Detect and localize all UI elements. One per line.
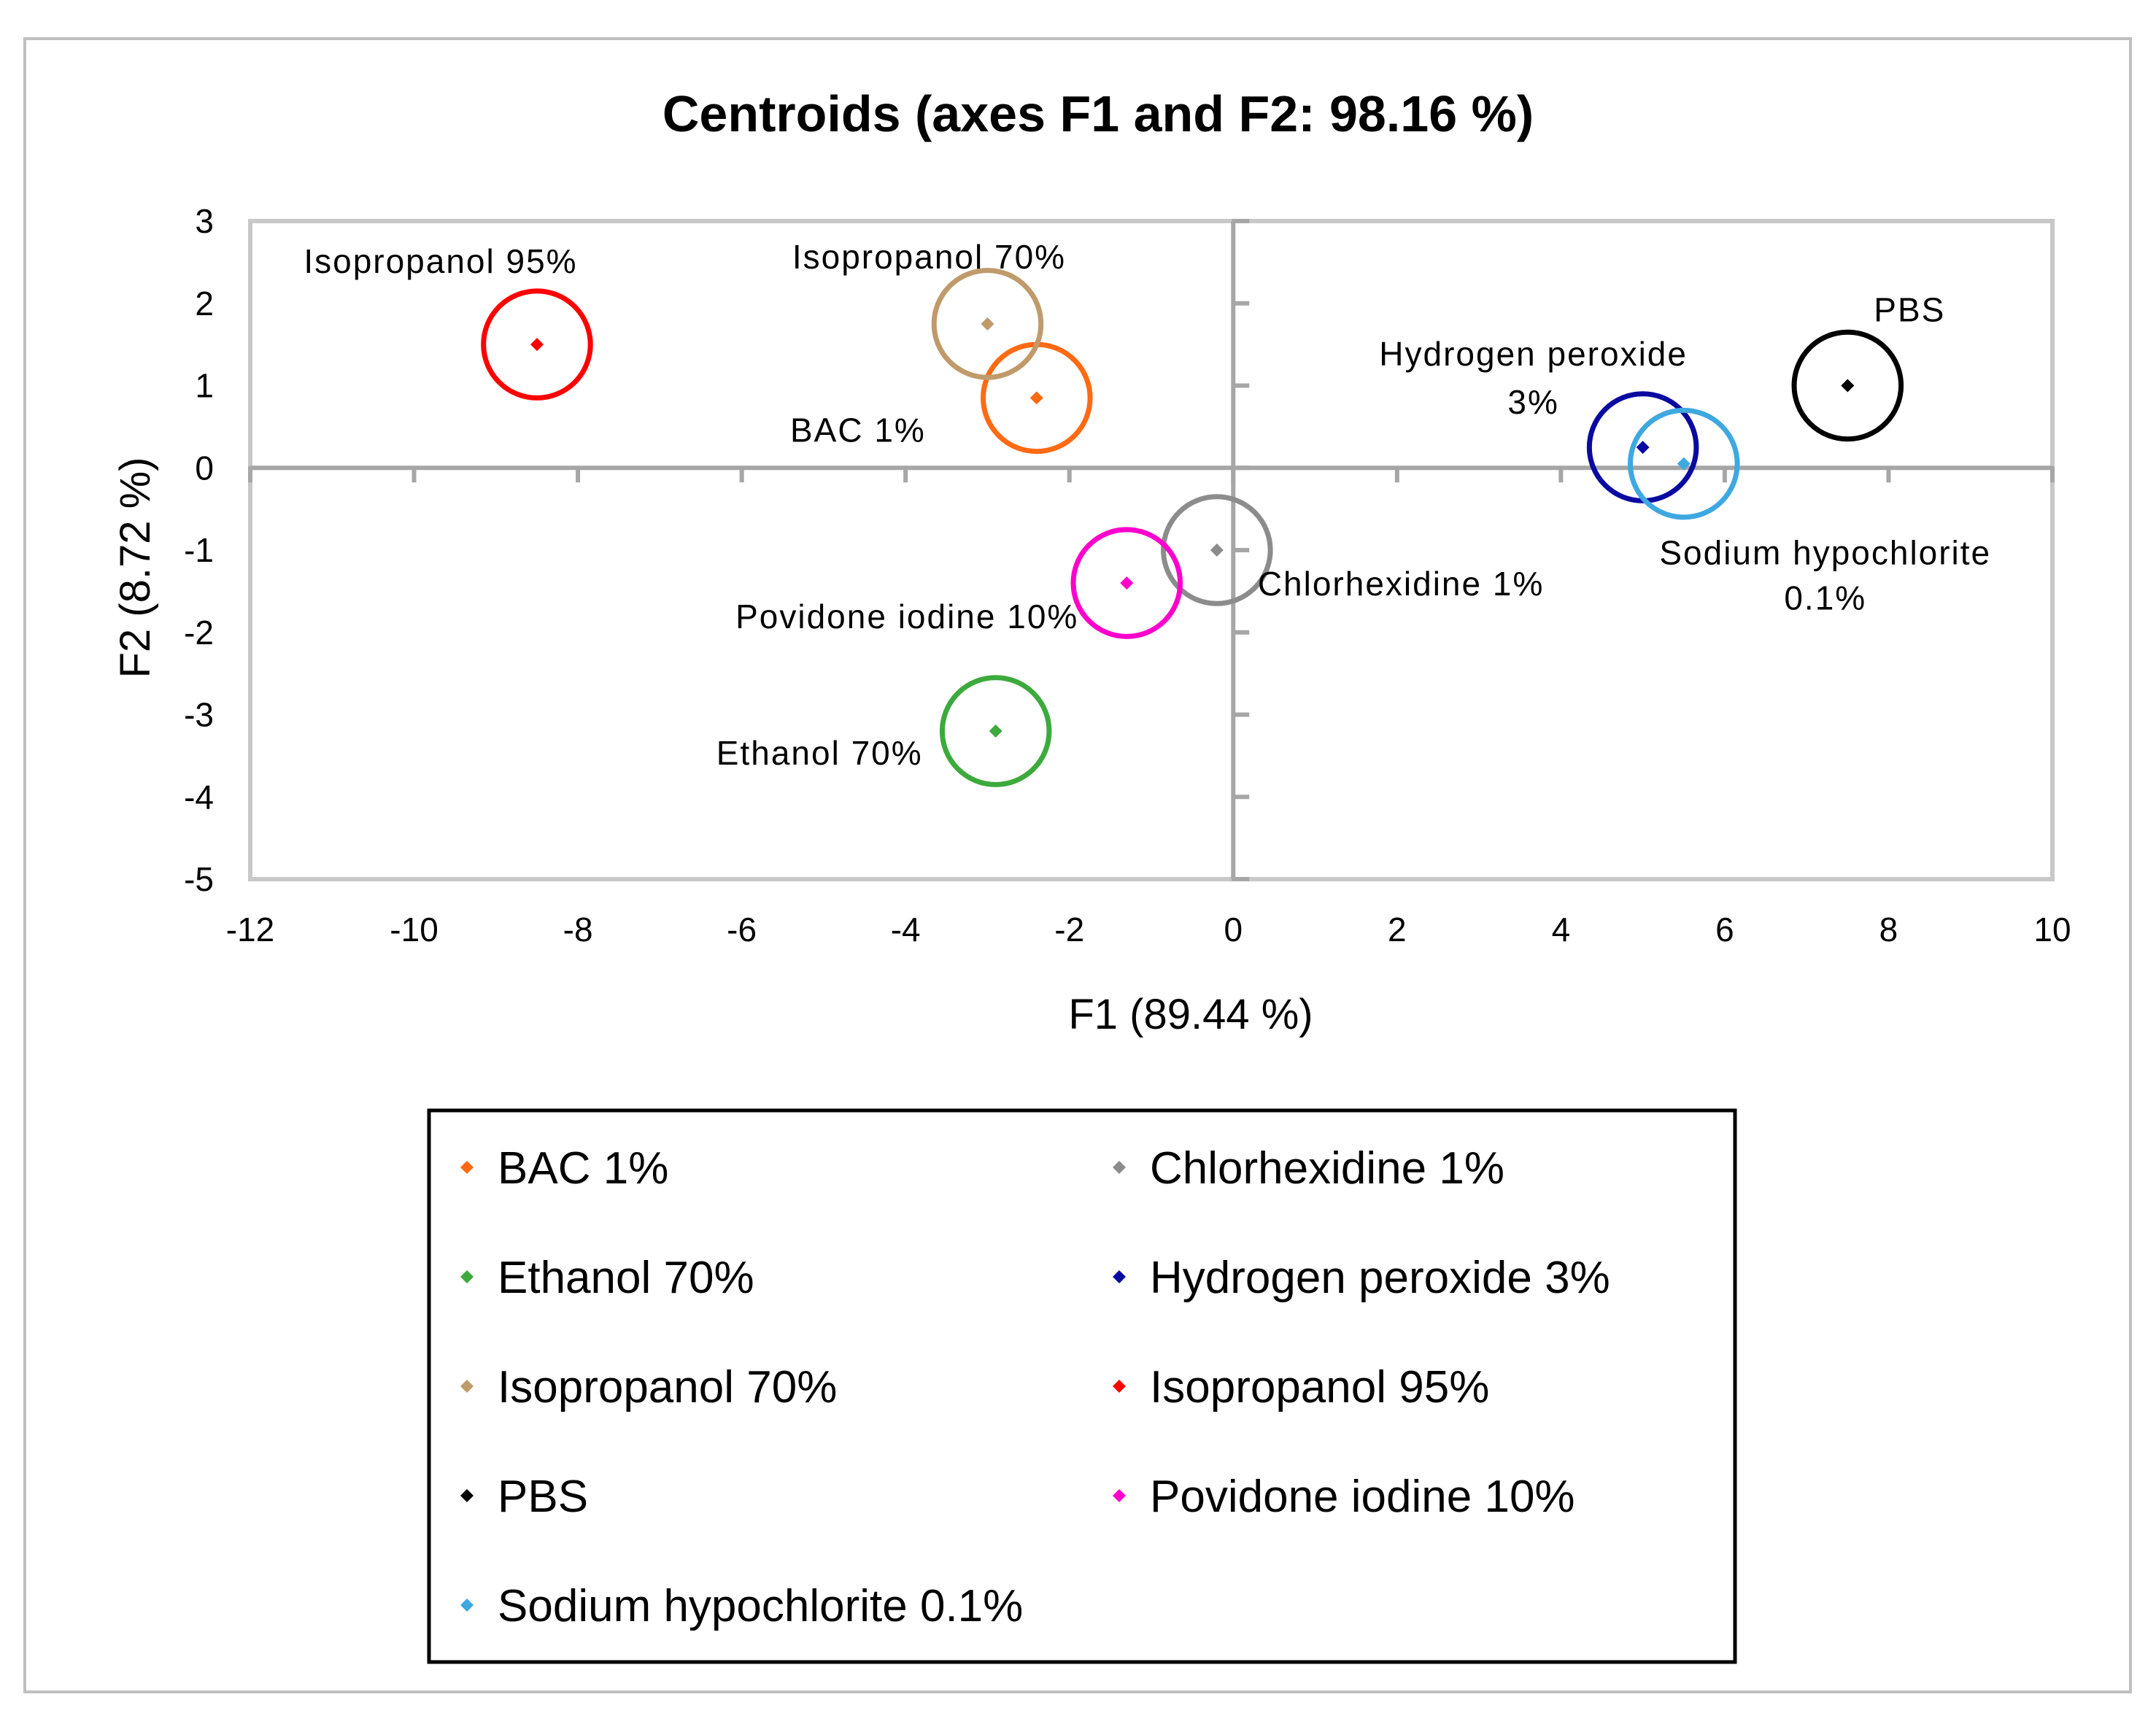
confidence-circle-pbs [1791, 329, 1904, 442]
legend-label-hydrogen-peroxide-3: Hydrogen peroxide 3% [1150, 1253, 1610, 1303]
centroid-point-isopropanol-70 [981, 317, 994, 331]
y-axis-title: F2 (8.72 %) [112, 457, 159, 679]
y-tick-label: 0 [195, 449, 214, 487]
confidence-circle-sodium-hypochlorite-0-1 [1627, 407, 1740, 520]
plot-area [248, 219, 2055, 881]
point-label-chlorhexidine-1: Chlorhexidine 1% [1258, 565, 1545, 603]
y-tick-label: -2 [184, 614, 214, 652]
zero-axes [248, 219, 2055, 881]
confidence-circle-isopropanol-70 [931, 268, 1044, 380]
legend-label-povidone-iodine-10: Povidone iodine 10% [1150, 1472, 1575, 1522]
y-tick-label: -5 [184, 860, 214, 898]
y-tick-label: 1 [195, 367, 214, 405]
centroid-point-isopropanol-95 [530, 338, 544, 352]
legend-marker-bac-1 [460, 1161, 474, 1174]
legend-marker-chlorhexidine-1 [1113, 1161, 1126, 1174]
point-labels: BAC 1% Chlorhexidine 1% Ethanol 70% Hydroge… [304, 238, 1991, 772]
point-label-sodium-hypochlorite-0-1: 0.1% [1784, 579, 1866, 617]
x-tick-label: -12 [226, 911, 274, 948]
centroid-point-pbs [1841, 379, 1855, 393]
legend-marker-ethanol-70 [460, 1270, 474, 1283]
legend-label-isopropanol-70: Isopropanol 70% [498, 1362, 837, 1412]
y-tick-labels: 3 2 1 0 -1 -2 -3 -4 -5 [184, 202, 214, 898]
legend: BAC 1% Chlorhexidine 1% Ethanol 70% Hydroge… [460, 1143, 1610, 1631]
confidence-circle-chlorhexidine-1 [1161, 494, 1273, 606]
legend-label-isopropanol-95: Isopropanol 95% [1150, 1362, 1489, 1412]
legend-box [427, 1108, 1737, 1664]
x-tick-labels: -12 -10 -8 -6 -4 -2 0 2 4 6 8 10 [226, 911, 2071, 948]
confidence-circle-isopropanol-95 [481, 288, 593, 401]
y-tick-label: 2 [195, 285, 214, 322]
point-label-bac-1: BAC 1% [790, 411, 926, 449]
legend-label-sodium-hypochlorite-0-1: Sodium hypochlorite 0.1% [498, 1581, 1023, 1631]
y-tick-label: 3 [195, 202, 214, 240]
y-tick-label: -1 [184, 531, 214, 569]
point-label-povidone-iodine-10: Povidone iodine 10% [735, 598, 1078, 635]
point-label-isopropanol-70: Isopropanol 70% [792, 238, 1066, 276]
x-tick-label: -4 [891, 911, 921, 948]
centroid-point-povidone-iodine-10 [1120, 576, 1134, 590]
legend-marker-isopropanol-95 [1113, 1380, 1126, 1393]
x-tick-label: 8 [1879, 911, 1898, 948]
x-tick-label: -10 [390, 911, 438, 948]
x-tick-label: -6 [727, 911, 757, 948]
legend-label-ethanol-70: Ethanol 70% [498, 1253, 754, 1303]
point-label-sodium-hypochlorite-0-1: Sodium hypochlorite [1659, 534, 1991, 572]
centroid-point-hydrogen-peroxide-3 [1636, 441, 1650, 455]
x-tick-label: 10 [2033, 911, 2071, 948]
centroid-point-ethanol-70 [989, 724, 1002, 738]
x-tick-label: 6 [1715, 911, 1734, 948]
x-tick-label: 0 [1224, 911, 1243, 948]
x-tick-label: -2 [1054, 911, 1084, 948]
confidence-circle-ethanol-70 [939, 675, 1052, 787]
legend-label-chlorhexidine-1: Chlorhexidine 1% [1150, 1143, 1504, 1194]
legend-marker-pbs [460, 1489, 474, 1502]
chart-title: Centroids (axes F1 and F2: 98.16 %) [662, 85, 1534, 142]
centroid-points [530, 317, 1855, 738]
legend-marker-isopropanol-70 [460, 1380, 474, 1393]
centroid-point-chlorhexidine-1 [1210, 544, 1224, 557]
x-tick-label: 4 [1552, 911, 1571, 948]
confidence-circle-povidone-iodine-10 [1070, 527, 1183, 639]
y-tick-label: -4 [184, 778, 214, 816]
legend-label-pbs: PBS [498, 1472, 588, 1522]
x-axis-title: F1 (89.44 %) [1068, 991, 1313, 1038]
confidence-circles [481, 268, 1904, 787]
point-label-ethanol-70: Ethanol 70% [716, 734, 923, 772]
legend-label-bac-1: BAC 1% [498, 1143, 668, 1194]
point-label-hydrogen-peroxide-3: Hydrogen peroxide [1379, 335, 1688, 373]
x-tick-label: 2 [1388, 911, 1407, 948]
centroid-point-bac-1 [1029, 391, 1043, 405]
x-tick-label: -8 [563, 911, 593, 948]
point-label-isopropanol-95: Isopropanol 95% [304, 242, 577, 280]
centroid-point-sodium-hypochlorite-0-1 [1677, 457, 1691, 471]
y-tick-label: -3 [184, 696, 214, 734]
legend-marker-sodium-hypochlorite-0-1 [460, 1599, 474, 1612]
point-label-hydrogen-peroxide-3: 3% [1507, 383, 1558, 421]
legend-marker-povidone-iodine-10 [1113, 1489, 1126, 1502]
point-label-pbs: PBS [1874, 291, 1945, 329]
legend-marker-hydrogen-peroxide-3 [1113, 1270, 1126, 1283]
